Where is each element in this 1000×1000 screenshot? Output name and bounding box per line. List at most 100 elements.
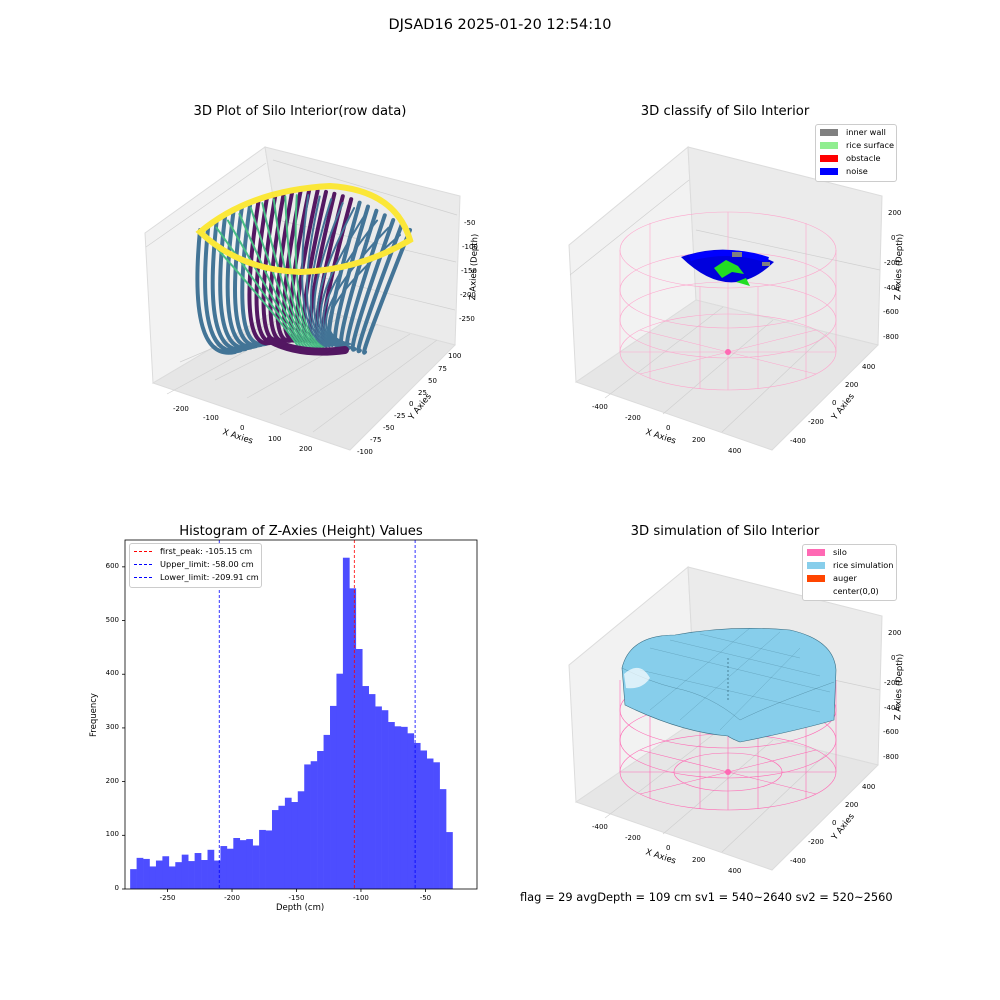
raw-xtick: 100 <box>268 435 282 443</box>
legend-swatch <box>820 141 838 149</box>
histogram-bar <box>136 857 144 889</box>
raw-point-strand <box>284 195 322 349</box>
histogram-ytick-label: 400 <box>105 669 119 678</box>
classify-legend: inner wall rice surface obstacle noise <box>815 124 897 182</box>
raw-point-strand <box>204 234 301 351</box>
legend-label: silo <box>833 547 847 557</box>
classify-ytick: 400 <box>862 363 876 371</box>
histogram-ytick-label: 0 <box>114 884 119 892</box>
classify-ytick: 0 <box>832 399 837 407</box>
histogram-ytick-label: 500 <box>105 615 119 624</box>
legend-swatch <box>807 574 825 582</box>
histogram-bar <box>413 742 421 889</box>
legend-item: center(0,0) <box>807 586 879 596</box>
legend-label: rice simulation <box>833 560 894 570</box>
simulation-xtick: -200 <box>625 834 641 842</box>
raw-ztick: -200 <box>460 291 476 299</box>
histogram-bar <box>439 789 447 889</box>
legend-line <box>134 563 152 565</box>
histogram-bar <box>342 557 350 889</box>
histogram-bar <box>336 673 344 889</box>
histogram-bar <box>330 705 337 889</box>
raw-ytick: 75 <box>438 365 447 373</box>
raw-point-strand <box>240 200 269 347</box>
histogram-bar <box>446 832 453 889</box>
raw-point-strand <box>272 198 319 349</box>
legend-item: noise <box>820 166 868 176</box>
simulation-ztick: -800 <box>883 753 899 761</box>
legend-swatch <box>807 548 825 556</box>
simulation-3d-plot <box>568 565 883 871</box>
histogram-bar <box>168 866 176 889</box>
simulation-ytick: 400 <box>862 783 876 791</box>
histogram-bar <box>259 829 266 889</box>
simulation-xtick: -400 <box>592 823 608 831</box>
raw-3d-plot <box>144 146 461 451</box>
legend-line <box>134 550 152 552</box>
histogram-bar <box>149 866 157 889</box>
raw-point-strand <box>247 197 274 346</box>
raw-point-rim <box>195 182 414 276</box>
raw-xtick: 0 <box>240 424 245 432</box>
raw-point-strand <box>319 212 367 347</box>
histogram-ytick-label: 200 <box>105 776 119 785</box>
histogram-bar <box>252 845 260 889</box>
simulation-xtick: 200 <box>692 856 706 864</box>
legend-swatch <box>820 167 838 175</box>
raw-point-strand <box>305 195 331 348</box>
raw-point-strand <box>215 226 304 351</box>
raw-ztick: -50 <box>464 219 476 227</box>
legend-item: rice simulation <box>807 560 893 570</box>
raw-point-bottom <box>266 336 349 356</box>
raw-ytick: 100 <box>448 352 462 360</box>
simulation-ztick: 0 <box>891 654 896 662</box>
histogram-bar <box>349 588 357 889</box>
raw-xtick: -200 <box>173 405 189 413</box>
histogram-bar <box>188 861 195 889</box>
simulation-xtick: 400 <box>728 867 742 875</box>
histogram-ytick-label: 100 <box>105 830 119 839</box>
legend-item: first_peak: -105.15 cm <box>134 546 252 556</box>
raw-ytick: 25 <box>418 389 427 397</box>
classify-ytick: -200 <box>808 418 824 426</box>
legend-item: auger <box>807 573 857 583</box>
histogram-bar <box>130 869 137 889</box>
classify-ztick: -800 <box>883 333 899 341</box>
raw-point-strand <box>338 208 379 349</box>
raw-point-strand <box>301 194 328 348</box>
simulation-ytick: 0 <box>832 819 837 827</box>
classify-plot-title: 3D classify of Silo Interior <box>640 104 810 119</box>
histogram-bar <box>375 706 382 889</box>
histogram-bar <box>201 860 208 889</box>
histogram-bar <box>355 648 363 889</box>
histogram-bars <box>130 557 453 889</box>
histogram-bar <box>194 853 202 889</box>
histogram-xtick-label: -200 <box>224 894 240 902</box>
classified-points <box>681 249 774 286</box>
histogram-ytick-label: 300 <box>105 722 119 731</box>
raw-point-strand <box>362 228 412 355</box>
simulation-xtick: 0 <box>666 844 671 852</box>
histogram-bar <box>278 805 286 889</box>
legend-item: rice surface <box>820 140 894 150</box>
classify-xtick: -200 <box>625 414 641 422</box>
simulation-ztick: -200 <box>884 679 900 687</box>
histogram-frame <box>124 539 478 890</box>
histogram-bar <box>394 726 402 889</box>
histogram-bar <box>381 710 389 889</box>
histogram-bar <box>175 862 183 889</box>
histogram-bar <box>143 858 150 889</box>
legend-item: silo <box>807 547 847 557</box>
legend-swatch <box>820 128 838 136</box>
rice-simulation-surface <box>621 627 837 743</box>
histogram-bar <box>239 840 247 889</box>
legend-swatch <box>807 587 825 595</box>
raw-point-strand <box>313 202 344 347</box>
raw-point-strand <box>210 218 248 352</box>
histogram-bar <box>426 758 434 889</box>
histogram-bar <box>310 761 318 889</box>
raw-point-strand <box>294 194 325 349</box>
simulation-plot-title: 3D simulation of Silo Interior <box>630 524 820 539</box>
legend-item: inner wall <box>820 127 886 137</box>
histogram-bar <box>388 722 395 889</box>
